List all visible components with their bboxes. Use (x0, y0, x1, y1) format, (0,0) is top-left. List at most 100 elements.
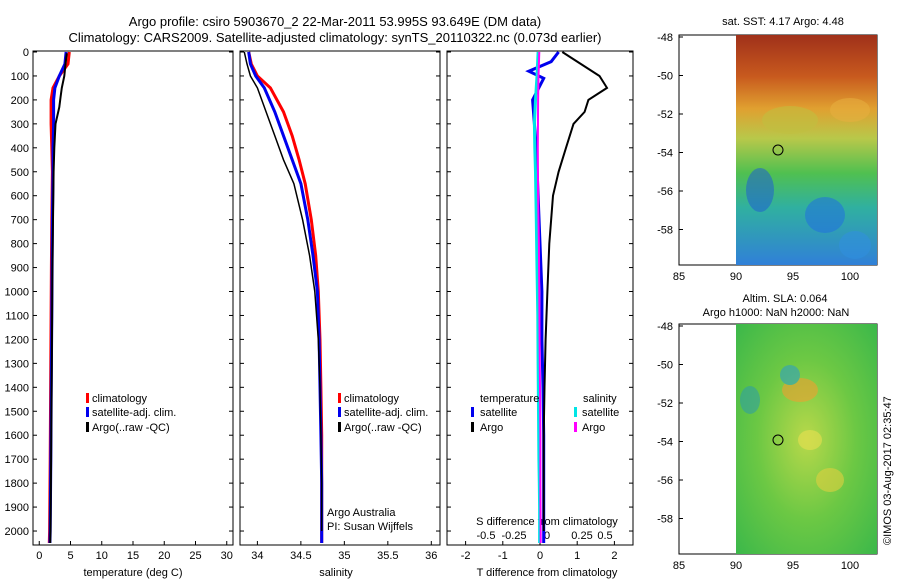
legend-swatch-climatology (338, 393, 341, 403)
sla-blob (816, 468, 844, 492)
s-tick-label: 0.5 (597, 530, 612, 542)
sla-blob (798, 430, 822, 450)
legend-swatch-satellite (86, 407, 89, 417)
depth-tick-label: 1800 (5, 478, 29, 490)
series-line-salinity-satellite (532, 51, 542, 543)
sst-blob (746, 168, 774, 212)
map-y-tick-label: -58 (657, 514, 673, 526)
argo-location-marker (772, 144, 784, 156)
sst-blob (839, 231, 871, 259)
map-x-tick-label: 85 (673, 271, 685, 283)
sst-field (736, 35, 877, 265)
x-tick-label: 1 (574, 550, 580, 562)
depth-tick-label: 2000 (5, 526, 29, 538)
series-line-salinity-argo (536, 51, 542, 544)
series-line-argo-raw-qc- (243, 51, 323, 531)
x-tick-label: 36 (425, 550, 437, 562)
depth-tick-label: 1900 (5, 502, 29, 514)
diff-s-axis: -0.5 -0.25 0 0.25 0.5 (477, 530, 613, 542)
credit-text: ©IMOS 03-Aug-2017 02:35:47 (882, 396, 894, 545)
sal-panel-frame (239, 50, 441, 546)
x-tick-label: 34 (251, 550, 263, 562)
s-tick-label: 0.25 (571, 530, 592, 542)
temp-series-group (47, 51, 71, 544)
x-tick-label: 34.5 (290, 550, 311, 562)
legend-head-salinity: salinity (583, 393, 617, 405)
diff-legend: temperature salinity satellite Argo sate… (471, 393, 619, 434)
depth-tick-label: 1200 (5, 334, 29, 346)
legend-head-temperature: temperature (480, 393, 539, 405)
x-tick-label: 5 (67, 550, 73, 562)
diff-x-label: T difference from climatology (477, 567, 618, 579)
legend-swatch-argo (86, 422, 89, 432)
map-x-tick-label: 90 (730, 560, 742, 572)
map-x-tick-label: 100 (841, 560, 859, 572)
sst-blob (805, 197, 845, 233)
x-tick-label: 25 (189, 550, 201, 562)
series-line-argo-raw-qc- (49, 53, 68, 544)
depth-tick-label: 1300 (5, 358, 29, 370)
depth-tick-label: 1100 (5, 310, 29, 322)
legend-label-satellite: satellite-adj. clim. (344, 407, 428, 419)
x-tick-label: 10 (96, 550, 108, 562)
s-tick-label: -0.5 (477, 530, 496, 542)
depth-tick-label: 1700 (5, 454, 29, 466)
temp-legend: climatology satellite-adj. clim. Argo(..… (86, 393, 176, 434)
map-top-x-axis: 85 90 95 100 (673, 271, 859, 283)
depth-tick-label: 900 (11, 263, 29, 275)
map-y-tick-label: -50 (657, 360, 673, 372)
sal-legend: climatology satellite-adj. clim. Argo(..… (327, 393, 428, 533)
x-tick-label: 35 (338, 550, 350, 562)
s-tick-label: 0 (544, 530, 550, 542)
legend-swatch-t-argo (471, 422, 474, 432)
depth-tick-label: 0 (23, 47, 29, 59)
sst-blobs (746, 98, 871, 259)
map-bottom-title2: Argo h1000: NaN h2000: NaN (703, 307, 850, 319)
map-y-tick-label: -52 (657, 109, 673, 121)
map-bottom-title1: Altim. SLA: 0.064 (743, 293, 828, 305)
map-y-tick-label: -54 (657, 148, 673, 160)
diff-series-group (525, 51, 609, 544)
map-x-tick-label: 100 (841, 271, 859, 283)
depth-tick-label: 300 (11, 119, 29, 131)
legend-swatch-t-satellite (471, 407, 474, 417)
depth-axis: 0 100 200 300 400 500 600 700 800 900 1000 1100 1200… (5, 47, 633, 538)
legend-swatch-argo (338, 422, 341, 432)
legend-label-climatology: climatology (344, 393, 400, 405)
x-tick-label: 0 (36, 550, 42, 562)
figure-title-line2: Climatology: CARS2009. Satellite-adjuste… (68, 30, 601, 45)
map-y-tick-label: -48 (657, 321, 673, 333)
map-y-tick-label: -50 (657, 71, 673, 83)
depth-tick-label: 500 (11, 167, 29, 179)
argo-location-marker (772, 434, 784, 446)
legend-label-argo: Argo(..raw -QC) (92, 422, 170, 434)
legend-swatch-climatology (86, 393, 89, 403)
map-y-tick-label: -52 (657, 398, 673, 410)
legend-swatch-s-satellite (574, 407, 577, 417)
x-tick-label: 35.5 (377, 550, 398, 562)
map-y-tick-label: -48 (657, 32, 673, 44)
diff-s-label: S difference from climatology (476, 516, 618, 528)
temp-x-axis: 0 5 10 15 20 25 30 (36, 541, 233, 562)
map-top-title: sat. SST: 4.17 Argo: 4.48 (722, 16, 844, 28)
x-tick-label: 15 (127, 550, 139, 562)
depth-tick-label: 1400 (5, 382, 29, 394)
depth-tick-label: 700 (11, 215, 29, 227)
series-line-temperature-argo (542, 51, 609, 531)
x-tick-label: 30 (221, 550, 233, 562)
depth-tick-label: 200 (11, 95, 29, 107)
legend-label-t-satellite: satellite (480, 407, 517, 419)
depth-tick-label: 1500 (5, 406, 29, 418)
sla-blobs (740, 365, 844, 492)
depth-tick-label: 1600 (5, 430, 29, 442)
x-tick-label: 2 (611, 550, 617, 562)
map-bottom-y-axis: -48 -50 -52 -54 -56 -58 (657, 321, 683, 526)
depth-tick-label: 1000 (5, 287, 29, 299)
x-tick-label: -1 (498, 550, 508, 562)
x-tick-label: 20 (158, 550, 170, 562)
pi-note: PI: Susan Wijffels (327, 521, 413, 533)
institution-note: Argo Australia (327, 507, 396, 519)
map-x-tick-label: 90 (730, 271, 742, 283)
legend-label-t-argo: Argo (480, 422, 503, 434)
